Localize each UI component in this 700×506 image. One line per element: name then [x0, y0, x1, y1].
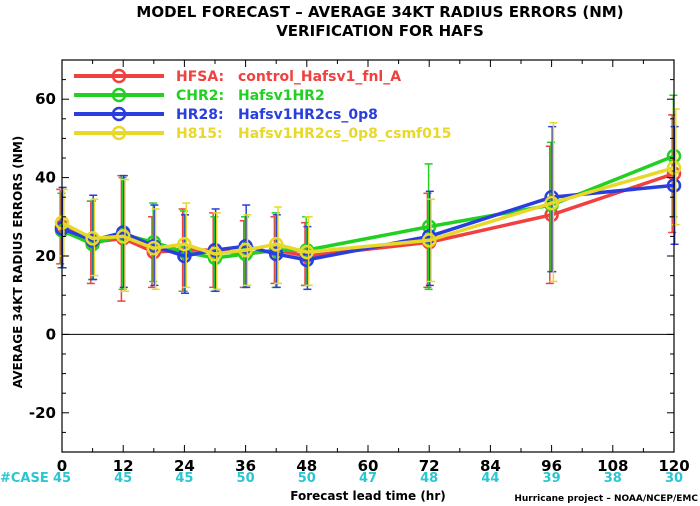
data-point [268, 236, 284, 252]
data-point [299, 244, 315, 260]
y-tick-label: 0 [46, 325, 56, 343]
case-count: 45 [175, 471, 193, 486]
data-point [238, 242, 253, 258]
chart-title: MODEL FORECAST – AVERAGE 34KT RADIUS ERR… [136, 3, 623, 21]
legend-series-label: Hafsv1HR2cs_0p8_csmf015 [238, 126, 451, 142]
legend-entry: HR28: Hafsv1HR2cs_0p8 [74, 106, 378, 123]
legend-series-label: Hafsv1HR2cs_0p8 [238, 107, 378, 123]
legend-entry: CHR2: Hafsv1HR2 [74, 87, 325, 104]
case-label: #CASE [0, 471, 49, 486]
legend-series-label: Hafsv1HR2 [238, 88, 325, 104]
data-point [421, 233, 437, 248]
legend-series-name: HR28: [176, 107, 224, 123]
data-point [544, 195, 559, 211]
case-count: 50 [237, 471, 255, 486]
x-tick-label: 12 [113, 457, 134, 475]
data-point [299, 252, 315, 268]
y-tick-label: -20 [29, 404, 56, 422]
data-point [177, 236, 192, 252]
data-point [146, 240, 162, 256]
x-axis-label: Forecast lead time (hr) [290, 489, 446, 503]
x-tick-label: 48 [296, 457, 317, 475]
data-point [85, 231, 100, 246]
legend-swatch-marker [111, 68, 127, 84]
x-tick-label: 108 [597, 457, 628, 475]
case-count: 44 [481, 471, 499, 486]
y-tick-label: 40 [35, 169, 56, 187]
y-axis-label: AVERAGE 34KT RADIUS ERRORS (NM) [11, 136, 25, 388]
chart-subtitle: VERIFICATION FOR HAFS [276, 22, 484, 40]
data-point [207, 246, 223, 262]
x-tick-label: 84 [480, 457, 501, 475]
legend-swatch-marker [111, 87, 127, 103]
x-tick-label: 36 [235, 457, 256, 475]
legend-series-label: control_Hafsv1_fnl_A [238, 69, 401, 85]
x-tick-label: 24 [174, 457, 195, 475]
y-tick-label: 60 [35, 90, 56, 108]
case-count: 47 [359, 471, 377, 486]
case-count: 30 [665, 471, 683, 486]
x-tick-label: 60 [358, 457, 379, 475]
case-count: 50 [298, 471, 316, 486]
series-hafsv1hr2cs-0p8-csmf015 [54, 108, 682, 293]
data-point [268, 246, 284, 262]
data-point [115, 229, 131, 244]
case-count: 38 [604, 471, 622, 486]
legend-swatch-marker [111, 106, 127, 122]
legend-series-name: HFSA: [176, 69, 224, 85]
series-hafsv1hr2cs-0p8 [54, 125, 682, 294]
legend-swatch-marker [111, 125, 127, 141]
case-count: 48 [420, 471, 438, 486]
credit-text: Hurricane project – NOAA/NCEP/EMC [514, 494, 698, 504]
x-tick-label: 96 [541, 457, 562, 475]
legend-entry: H815: Hafsv1HR2cs_0p8_csmf015 [74, 125, 451, 142]
legend-entry: HFSA: control_Hafsv1_fnl_A [74, 68, 401, 85]
x-tick-label: 0 [57, 457, 67, 475]
legend-series-name: CHR2: [176, 88, 224, 104]
case-count: 45 [114, 471, 132, 486]
y-tick-label: 20 [35, 247, 56, 265]
series-control-hafsv1-fnl-a [54, 114, 682, 302]
case-count: 39 [543, 471, 561, 486]
legend-series-name: H815: [176, 126, 223, 142]
x-tick-label: 120 [658, 457, 689, 475]
x-tick-label: 72 [419, 457, 440, 475]
case-count: 45 [53, 471, 71, 486]
